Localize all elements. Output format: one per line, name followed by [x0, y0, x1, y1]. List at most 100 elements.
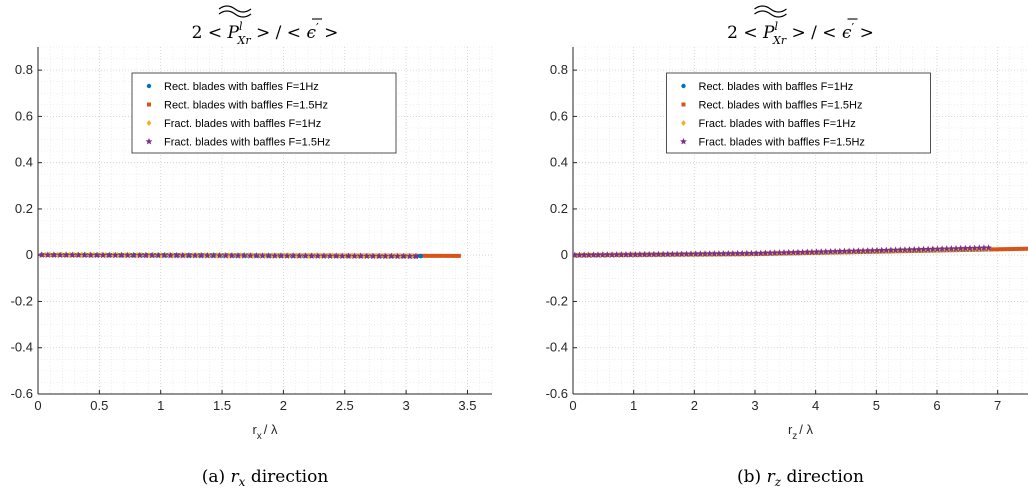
data-point: [423, 253, 428, 258]
data-point: [957, 244, 965, 252]
legend-entry: Fract. blades with baffles F=1Hz: [164, 118, 321, 130]
data-point: [271, 252, 279, 259]
data-point: [864, 247, 872, 254]
data-point: [960, 246, 966, 253]
data-point: [1019, 246, 1024, 251]
title-lead: 2 <: [727, 23, 763, 43]
data-point: [701, 250, 709, 257]
data-point: [757, 249, 765, 257]
data-point: [622, 251, 630, 258]
data-point: [729, 249, 737, 257]
title-middle: > / <: [251, 23, 307, 43]
data-point: [975, 244, 983, 251]
data-point: [734, 249, 741, 257]
data-point: [302, 252, 309, 259]
legend-entry: Fract. blades with baffles F=1Hz: [699, 118, 856, 130]
data-point: [822, 248, 830, 255]
legend-entry: Fract. blades with baffles F=1.5Hz: [699, 137, 865, 149]
data-point: [748, 249, 755, 257]
data-point: [1001, 247, 1006, 252]
data-point: [214, 252, 220, 259]
data-point: [794, 248, 802, 256]
y-tick-label: 0.2: [15, 201, 33, 216]
data-point: [136, 251, 144, 259]
y-tick-label: -0.6: [11, 386, 33, 401]
x-tick-label: 1: [157, 398, 164, 413]
data-point: [813, 248, 820, 255]
data-point: [961, 244, 969, 252]
data-point: [351, 252, 358, 260]
legend: Rect. blades with baffles F=1Hz Rect. bla…: [666, 72, 931, 154]
plot-area: [38, 251, 461, 260]
data-point: [75, 251, 82, 259]
data-point: [947, 245, 955, 252]
data-point: [766, 249, 774, 256]
data-point: [743, 249, 751, 257]
data-point: [669, 250, 676, 258]
data-point: [681, 251, 687, 258]
data-point: [111, 251, 119, 259]
data-point: [294, 252, 299, 259]
title-symbol: P: [762, 23, 775, 43]
data-point: [887, 246, 895, 254]
subfigure-caption: (b) rz direction: [737, 467, 864, 489]
data-point: [599, 251, 607, 258]
data-point: [130, 251, 138, 259]
data-point: [400, 252, 408, 260]
caption-var: r: [231, 467, 240, 487]
x-tick-label: 5: [873, 398, 880, 413]
x-tick-label: 0.5: [90, 398, 108, 413]
data-point: [306, 252, 311, 259]
data-point: [345, 252, 352, 260]
data-point: [50, 251, 58, 258]
data-point: [995, 247, 1000, 252]
data-point: [222, 252, 230, 259]
data-point: [655, 250, 662, 258]
y-tick-label: 0.6: [550, 108, 568, 123]
data-point: [191, 251, 199, 259]
data-point: [878, 246, 886, 254]
data-point: [573, 251, 579, 259]
x-tick-label: 3: [402, 398, 409, 413]
data-point: [387, 252, 395, 260]
legend-box: [666, 72, 931, 154]
data-point: [934, 245, 941, 252]
data-point: [627, 251, 635, 258]
x-tick-label: 2: [280, 398, 287, 413]
data-point: [449, 253, 454, 258]
data-point: [966, 244, 974, 252]
data-point: [68, 251, 76, 259]
x-axis-label-rest: / λ: [264, 422, 278, 437]
data-point: [664, 250, 672, 258]
title-superscript: l: [239, 20, 243, 33]
data-point: [361, 252, 367, 259]
data-point: [142, 251, 150, 259]
data-point: [105, 251, 113, 259]
chart-title: 2 < Pl Xr > / < ϵ′ >: [192, 20, 339, 47]
title-subscript: Xr: [237, 34, 252, 47]
data-point: [124, 251, 131, 259]
data-point: [980, 244, 988, 251]
data-point: [259, 252, 266, 259]
data-point: [277, 252, 285, 259]
data-point: [682, 250, 690, 257]
y-tick-label: 0.8: [15, 62, 33, 77]
data-point: [687, 250, 695, 257]
title-tilde: [218, 5, 252, 13]
x-tick-label: 1: [630, 398, 637, 413]
data-point: [594, 251, 602, 258]
data-point: [780, 249, 788, 256]
data-point: [308, 252, 316, 259]
data-point: [692, 250, 700, 257]
plot-area: [573, 244, 1028, 259]
data-point: [295, 252, 303, 259]
data-point: [1004, 247, 1009, 252]
data-point: [924, 245, 932, 253]
y-tick-label: -0.2: [11, 293, 33, 308]
data-point: [203, 251, 211, 259]
data-point: [659, 250, 667, 258]
caption-sub: x: [239, 475, 246, 489]
x-axis-label-base: r: [252, 422, 257, 437]
data-point: [234, 252, 242, 259]
data-point: [636, 250, 644, 258]
